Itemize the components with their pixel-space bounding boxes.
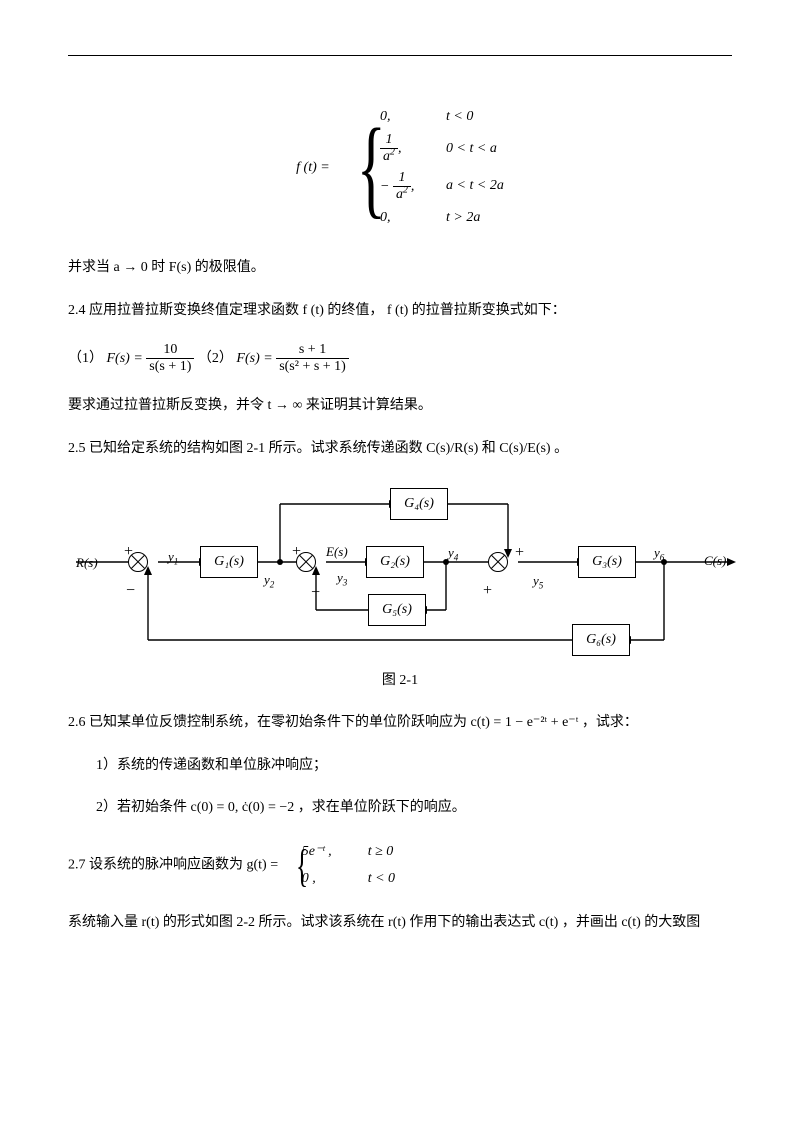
label-Es: E(s) — [326, 542, 348, 563]
q-2-4: 2.4 应用拉普拉斯变换终值定理求函数 f (t) 的终值， f (t) 的拉普… — [68, 300, 732, 322]
block-G6: G₆(s) — [572, 624, 630, 656]
block-G3: G₃(s) — [578, 546, 636, 578]
label-Cs: C(s) — [704, 551, 726, 572]
q-2-6-2: 2）若初始条件 c(0) = 0, ċ(0) = −2 ，求在单位阶跃下的响应。 — [68, 797, 732, 819]
block-G4: G₄(s) — [390, 488, 448, 520]
q-2-6-1: 1）系统的传递函数和单位脉冲响应； — [68, 755, 732, 777]
label-y3: y3 — [337, 568, 347, 589]
piecewise-ft: f (t) = { 0,t < 01a2,0 < t < a− 1a2,a < … — [68, 104, 732, 231]
limit-line: 并求当 a → 0 时 F(s) 的极限值。 — [68, 257, 732, 279]
summing-junction — [488, 552, 508, 572]
label-y2: y2 — [264, 570, 274, 591]
fig-2-1-caption: 图 2-1 — [68, 670, 732, 692]
label-y5: y5 — [533, 571, 543, 592]
page-rule — [68, 55, 732, 56]
q-2-7b: 系统输入量 r(t) 的形式如图 2-2 所示。试求该系统在 r(t) 作用下的… — [68, 912, 732, 934]
label-y1: y1 — [168, 547, 178, 568]
block-G1: G₁(s) — [200, 546, 258, 578]
block-G5: G₅(s) — [368, 594, 426, 626]
q-2-5: 2.5 已知给定系统的结构如图 2-1 所示。试求系统传递函数 C(s)/R(s… — [68, 438, 732, 460]
label-Rs: R(s) — [76, 553, 98, 574]
piecewise-gt: { 5e⁻ᵗ ,t ≥ 0 0 ,t < 0 — [286, 839, 395, 892]
piecewise-brace: { 0,t < 01a2,0 < t < a− 1a2,a < t < 2a0,… — [333, 104, 504, 231]
block-diagram-2-1: R(s)+−y1G₁(s)y2+−E(s)y3G₂(s)G₄(s)G₅(s)y4… — [68, 480, 732, 660]
label-y4: y4 — [448, 543, 458, 564]
eq-2-4: （1） F(s) = 10 s(s + 1) （2） F(s) = s + 1 … — [68, 342, 732, 375]
piecewise-lhs: f (t) = — [296, 160, 330, 175]
label-y6: y6 — [654, 543, 664, 564]
block-G2: G₂(s) — [366, 546, 424, 578]
piecewise-cases: 0,t < 01a2,0 < t < a− 1a2,a < t < 2a0,t … — [380, 104, 504, 231]
q-2-6: 2.6 已知某单位反馈控制系统，在零初始条件下的单位阶跃响应为 c(t) = 1… — [68, 712, 732, 734]
q-2-7: 2.7 设系统的脉冲响应函数为 g(t) = { 5e⁻ᵗ ,t ≥ 0 0 ,… — [68, 839, 732, 892]
q-2-4b: 要求通过拉普拉斯反变换，并令 t → ∞ 来证明其计算结果。 — [68, 395, 732, 417]
